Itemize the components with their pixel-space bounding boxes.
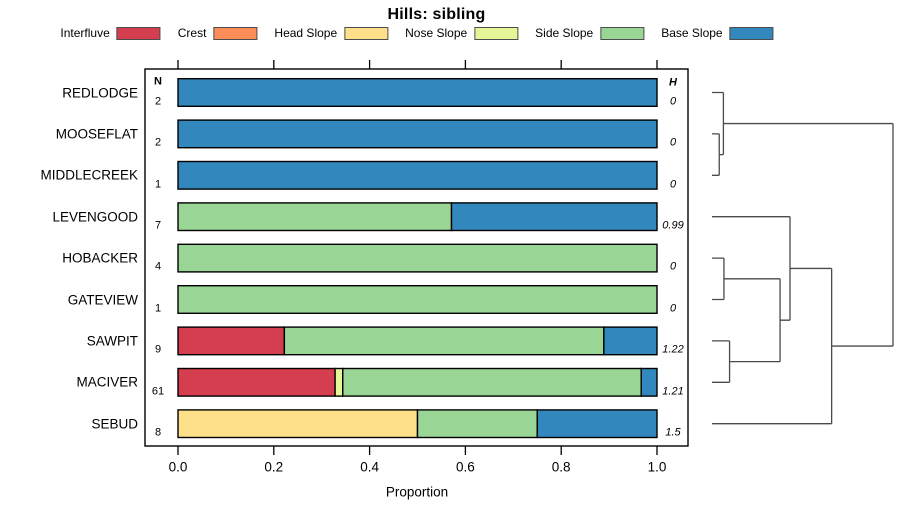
bar-segment-base_slope [450, 202, 658, 232]
n-column-header: N [154, 75, 162, 88]
bar-segment-base_slope [177, 77, 658, 107]
legend-swatch [474, 26, 519, 40]
legend-label: Nose Slope [405, 26, 468, 40]
legend-item-interfluve: Interfluve [60, 26, 161, 40]
h-value: 0 [669, 95, 677, 108]
n-value: 4 [154, 260, 162, 273]
legend-label: Head Slope [274, 26, 338, 40]
bar-segment-interfluve [177, 326, 286, 356]
h-value: 0 [669, 136, 677, 149]
h-column-header: H [669, 76, 677, 89]
n-value: 9 [154, 343, 162, 356]
n-value: 1 [154, 178, 162, 191]
legend-item-base_slope: Base Slope [661, 26, 774, 40]
h-value: 0 [669, 178, 677, 191]
row-label-redlodge: REDLODGE [62, 84, 138, 100]
bar-segment-base_slope [177, 119, 658, 149]
x-tick-label: 0.8 [551, 459, 571, 475]
h-value: 1.5 [665, 426, 681, 439]
page-title: Hills: sibling [387, 6, 486, 23]
x-tick-label: 0.4 [360, 459, 379, 475]
row-label-mooseflat: MOOSEFLAT [55, 126, 138, 142]
row-label-maciver: MACIVER [76, 374, 138, 390]
legend-swatch [116, 26, 161, 40]
legend-item-nose_slope: Nose Slope [405, 26, 519, 40]
legend-label: Side Slope [535, 26, 594, 40]
bar-segment-side_slope [177, 243, 658, 273]
legend-label: Base Slope [661, 26, 723, 40]
n-value: 2 [154, 136, 162, 149]
bar-segment-side_slope [416, 409, 538, 439]
legend-swatch [729, 26, 774, 40]
bar-segment-nose_slope [334, 367, 344, 397]
n-value: 7 [154, 219, 162, 232]
legend-swatch [213, 26, 258, 40]
bar-segment-base_slope [603, 326, 658, 356]
row-label-hobacker: HOBACKER [62, 250, 138, 266]
row-label-middlecreek: MIDDLECREEK [40, 167, 138, 183]
plot-box [144, 68, 689, 447]
bar-segment-side_slope [177, 202, 453, 232]
n-value: 2 [154, 95, 162, 108]
bar-segment-side_slope [342, 367, 642, 397]
h-value: 1.21 [662, 385, 684, 398]
legend-label: Interfluve [60, 26, 110, 40]
x-axis-title: Proportion [385, 484, 449, 500]
bar-segment-base_slope [640, 367, 658, 397]
row-label-gateview: GATEVIEW [67, 291, 138, 307]
x-tick-label: 1.0 [647, 459, 667, 475]
legend-swatch [600, 26, 645, 40]
legend-item-head_slope: Head Slope [274, 26, 389, 40]
row-label-levengood: LEVENGOOD [52, 208, 138, 224]
legend-label: Crest [177, 26, 207, 40]
cluster-dendrogram [712, 91, 894, 425]
bar-segment-head_slope [177, 409, 419, 439]
h-value: 1.22 [662, 343, 684, 356]
n-value: 1 [154, 302, 162, 315]
legend-item-crest: Crest [178, 26, 258, 40]
bar-segment-base_slope [177, 160, 658, 190]
legend: Interfluve Crest Head Slope Nose Slope Side … [60, 26, 774, 40]
bar-segment-side_slope [283, 326, 605, 356]
bar-segment-base_slope [536, 409, 658, 439]
legend-swatch [344, 26, 389, 40]
n-value: 61 [151, 385, 165, 398]
row-label-sawpit: SAWPIT [86, 333, 138, 349]
x-tick-label: 0.0 [168, 459, 188, 475]
h-value: 0 [669, 302, 677, 315]
n-value: 8 [154, 426, 162, 439]
h-value: 0 [669, 260, 677, 273]
h-value: 0.99 [662, 219, 684, 232]
x-tick-label: 0.6 [456, 459, 475, 475]
bar-segment-side_slope [177, 285, 658, 315]
legend-item-side_slope: Side Slope [535, 26, 645, 40]
bar-segment-interfluve [177, 367, 336, 397]
x-tick-label: 0.2 [264, 459, 284, 475]
row-label-sebud: SEBUD [91, 415, 138, 431]
